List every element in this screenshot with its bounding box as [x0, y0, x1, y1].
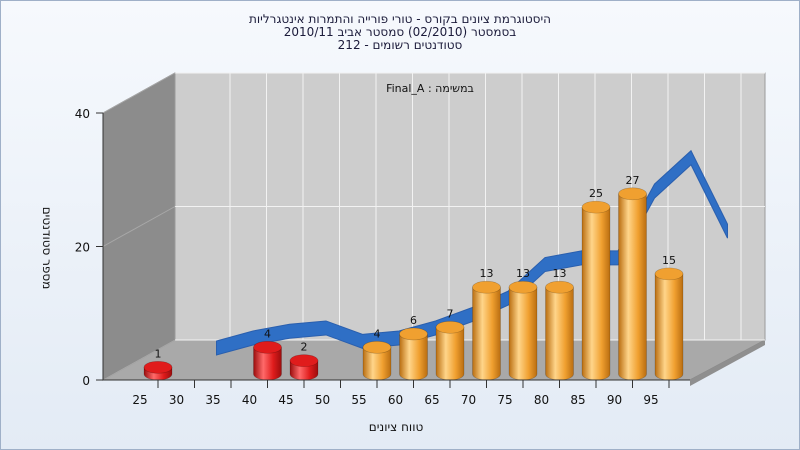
bar-data-label: 13	[480, 267, 494, 280]
bar	[435, 326, 465, 381]
bar-data-label: 4	[374, 327, 381, 340]
bar-data-label: 25	[589, 187, 603, 200]
y-gridline-side	[102, 206, 176, 247]
y-tick-label: 0	[82, 374, 90, 388]
bar	[654, 273, 684, 381]
x-tick-label: 45	[278, 393, 293, 407]
x-tick-label: 85	[570, 393, 585, 407]
x-tick-label: 75	[497, 393, 512, 407]
bar-data-label: 27	[626, 174, 640, 187]
x-tick-label: 35	[205, 393, 220, 407]
bar-top	[399, 327, 428, 341]
x-tick-label: 50	[315, 393, 330, 407]
chart-title-line-1: היסטוגרמת ציונים בקורס - טורי פורייה והת…	[249, 12, 551, 26]
x-axis-title: טווח ציונים	[369, 420, 424, 434]
bar-top	[581, 200, 611, 214]
bar-data-label: 2	[301, 341, 308, 354]
x-tick-label: 65	[424, 393, 439, 407]
trend-ribbon-path	[216, 149, 728, 356]
chart-title-line-3: סטודנטים רשומים - 212	[337, 38, 463, 52]
bar-data-label: 1	[155, 347, 162, 360]
y-axis-title: מספר סטודנטים	[40, 207, 54, 290]
bar-top	[253, 340, 282, 354]
chart-gridlines	[102, 72, 765, 381]
bar	[508, 286, 538, 381]
y-tick-label: 20	[75, 241, 90, 255]
chart-subtitle: במשימה : Final_A	[386, 82, 474, 95]
y-gridline-side	[102, 72, 176, 114]
bar-data-label: 4	[264, 327, 271, 340]
bar-data-label: 13	[516, 267, 530, 280]
y-axis-ticks: 0 20 40	[75, 107, 103, 388]
x-tick-label: 95	[643, 393, 658, 407]
x-tick-label: 80	[534, 393, 549, 407]
bar-top	[362, 340, 392, 354]
bar-labels-group: 1 4 2 4 6 7 13 13 13 25 27 15	[155, 174, 677, 361]
chart-title-line-2: בסמסטר (02/2010) סמסטר אביב 2010/11	[283, 25, 517, 39]
bar-data-label: 15	[662, 254, 676, 267]
x-axis-ticks: 25 30 35 40 45 50 55 60 65 70 75 80 85 90 95	[132, 380, 670, 407]
y-gridline-side	[102, 339, 176, 381]
bar-top	[654, 267, 684, 281]
x-tick-label: 90	[607, 393, 622, 407]
x-tick-label: 25	[132, 393, 147, 407]
bar	[618, 193, 647, 381]
bar-top	[435, 320, 465, 334]
bar	[545, 286, 574, 381]
bar-top	[618, 187, 647, 201]
chart-floor-edge	[690, 340, 765, 386]
bars-group	[143, 187, 684, 381]
bar-data-label: 13	[553, 267, 567, 280]
x-tick-label: 55	[351, 393, 366, 407]
x-tick-label: 40	[242, 393, 257, 407]
trend-ribbon	[216, 149, 728, 356]
bar-data-label: 7	[447, 307, 454, 320]
y-tick-label: 40	[75, 107, 90, 121]
bar-top	[289, 354, 319, 367]
bar-top	[472, 280, 501, 294]
bar	[399, 333, 428, 381]
x-tick-label: 70	[461, 393, 476, 407]
bar	[581, 206, 611, 381]
bar-data-label: 6	[410, 314, 417, 327]
bar-top	[545, 280, 574, 294]
x-tick-label: 30	[169, 393, 184, 407]
x-tick-label: 60	[388, 393, 403, 407]
bar-top	[508, 280, 538, 294]
bar	[472, 286, 501, 381]
bar-top	[143, 361, 173, 374]
